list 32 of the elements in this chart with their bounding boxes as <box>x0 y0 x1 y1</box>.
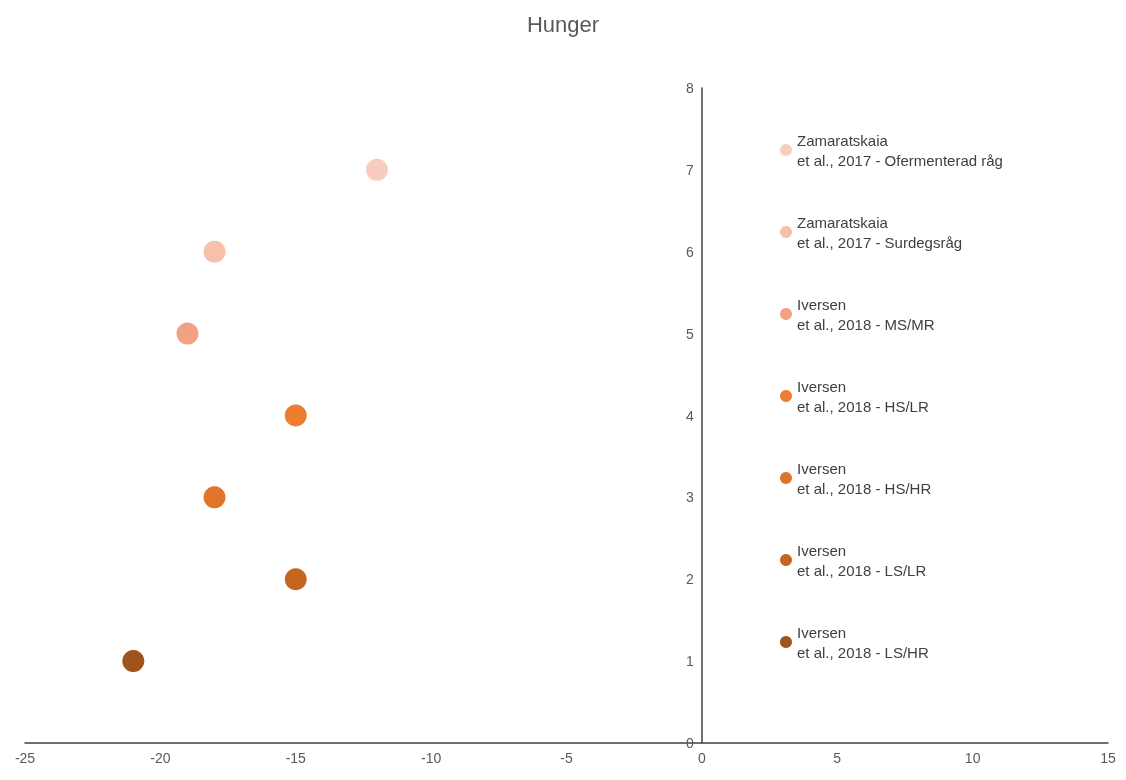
y-tick-label: 2 <box>686 571 695 588</box>
legend-label: Zamaratskaia et al., 2017 - Ofermenterad råg <box>797 131 1003 169</box>
x-tick-label: 10 <box>964 750 981 766</box>
x-tick-label: 0 <box>697 750 706 766</box>
x-tick-label: -10 <box>421 750 442 766</box>
chart-title: Hunger <box>526 11 600 37</box>
point <box>284 404 307 427</box>
legend-label: Iversen et al., 2018 - MS/MR <box>797 295 935 333</box>
y-tick-label: 5 <box>686 325 695 342</box>
y-tick-label: 4 <box>686 407 695 424</box>
legend-label: Iversen et al., 2018 - HS/HR <box>797 459 932 497</box>
x-tick-label: -20 <box>150 750 171 766</box>
y-tick-label: 8 <box>686 80 695 96</box>
y-tick-label: 7 <box>686 161 695 178</box>
point <box>284 568 307 591</box>
x-tick-label: 5 <box>833 750 842 766</box>
x-tick-label: 15 <box>1100 750 1116 766</box>
point <box>122 650 145 673</box>
x-tick-label: -5 <box>560 750 573 766</box>
legend-label: Zamaratskaia et al., 2017 - Surdegsråg <box>797 213 963 251</box>
point <box>366 158 388 181</box>
y-tick-label: 3 <box>686 489 695 506</box>
legend-label: Iversen et al., 2018 - LS/HR <box>797 623 929 661</box>
y-tick-label: 6 <box>686 243 695 260</box>
y-tick-label: 1 <box>686 653 695 670</box>
x-tick-label: -25 <box>14 750 36 766</box>
x-tick-label: -15 <box>285 750 307 766</box>
legend-label: Iversen et al., 2018 - LS/LR <box>797 541 927 579</box>
legend-label: Iversen et al., 2018 - HS/LR <box>797 377 929 415</box>
point <box>203 240 226 263</box>
point <box>203 486 226 509</box>
point <box>176 322 199 345</box>
